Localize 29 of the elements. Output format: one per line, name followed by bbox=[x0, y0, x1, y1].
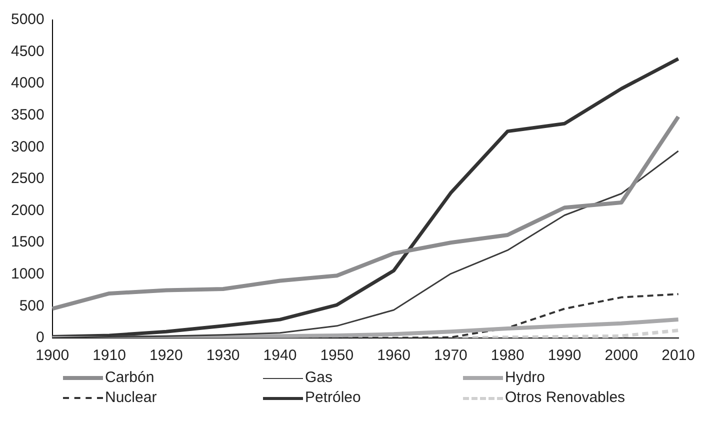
x-tick-label: 1940 bbox=[263, 347, 297, 364]
x-tick-label: 1970 bbox=[434, 347, 468, 364]
legend-label: Nuclear bbox=[105, 388, 157, 408]
legend-label: Carbón bbox=[105, 368, 154, 388]
legend-label: Hydro bbox=[505, 368, 546, 388]
x-tick-label: 2000 bbox=[604, 347, 638, 364]
y-tick-label: 500 bbox=[19, 297, 44, 314]
y-tick-label: 4500 bbox=[10, 42, 44, 60]
legend-label: Gas bbox=[305, 368, 333, 388]
y-tick-label: 3000 bbox=[10, 138, 44, 156]
x-tick-label: 1960 bbox=[377, 347, 410, 364]
x-tick-label: 1900 bbox=[36, 347, 70, 364]
x-tick-label: 1920 bbox=[149, 347, 183, 364]
x-tick-label: 1990 bbox=[548, 347, 582, 364]
legend-label: Petróleo bbox=[305, 388, 361, 408]
x-tick-label: 1980 bbox=[490, 347, 524, 364]
legend-label: Otros Renovables bbox=[505, 388, 626, 408]
y-tick-label: 1000 bbox=[10, 266, 44, 283]
x-tick-label: 1910 bbox=[92, 347, 126, 364]
y-tick-label: 5000 bbox=[10, 11, 44, 28]
y-tick-label: 2000 bbox=[10, 202, 44, 219]
y-tick-label: 1500 bbox=[10, 234, 44, 251]
x-tick-label: 1950 bbox=[320, 347, 354, 364]
y-tick-label: 2500 bbox=[10, 170, 44, 188]
y-tick-label: 4000 bbox=[10, 74, 44, 92]
y-tick-label: 0 bbox=[36, 329, 44, 346]
y-tick-label: 3500 bbox=[10, 106, 44, 124]
x-tick-label: 1930 bbox=[206, 347, 240, 364]
x-tick-label: 2010 bbox=[662, 347, 696, 364]
